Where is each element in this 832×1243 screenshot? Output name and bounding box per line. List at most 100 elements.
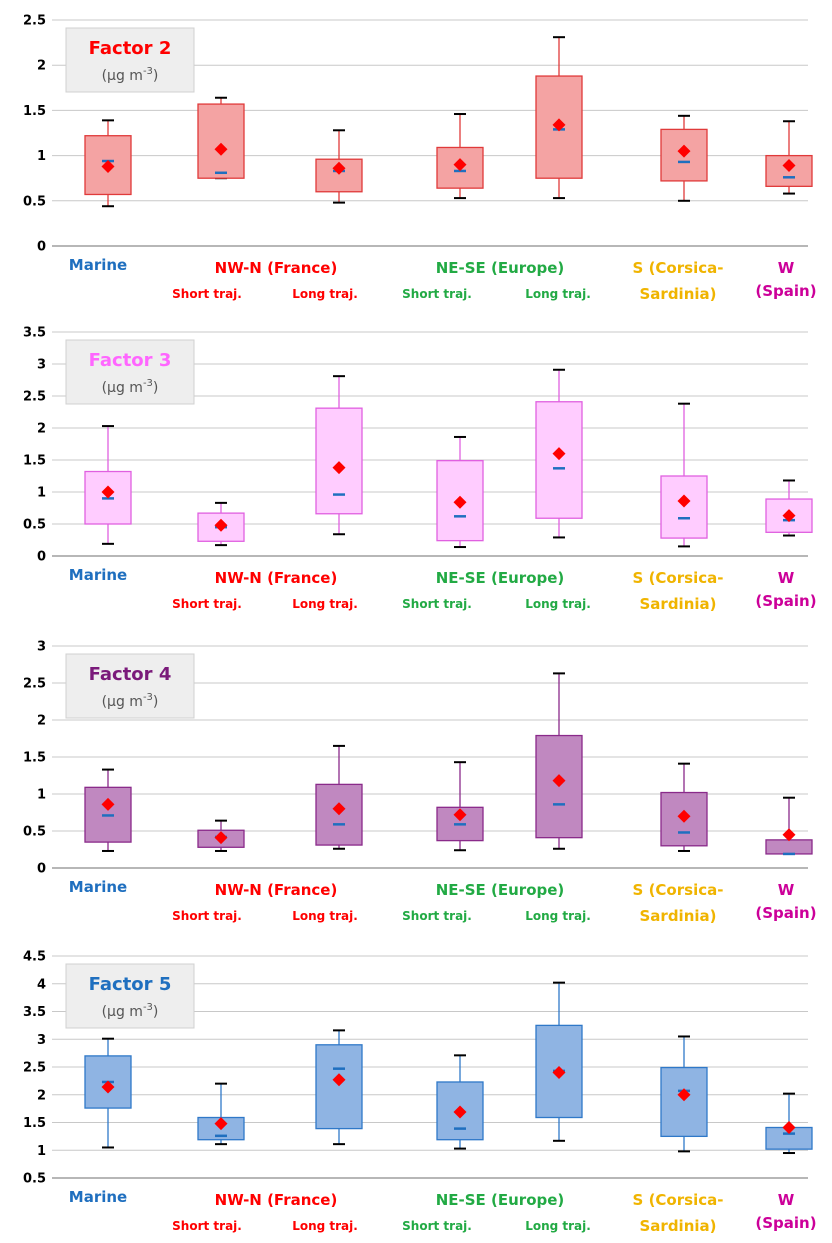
box-4 [436,435,484,549]
label-corsica-line1: S (Corsica- [633,569,724,587]
unit-exponent: -3 [143,378,153,389]
chart-panel-2: 0 0.5 1 1.5 2 2.5 3 3.5 Factor 3 (µg m-3) Marine NW… [23,326,817,614]
mean-marker [101,159,115,173]
box-4 [436,761,484,852]
box-iqr [197,103,245,179]
factor-title: Factor 5 [89,974,172,995]
factor-title-box: Factor 2 (µg m-3) [65,27,195,93]
mean-marker [332,802,346,816]
unit-suffix: ) [153,694,158,710]
y-tick-label: 3 [37,640,46,655]
mean-marker [552,774,566,788]
box-6 [660,1035,708,1153]
chart-panel-1: 0 0.5 1 1.5 2 2.5 Factor 2 (µg m-3) Marine NW-N (… [23,14,817,304]
mean-marker [552,1066,566,1080]
label-corsica-line1: S (Corsica- [633,1191,724,1209]
y-tick-label: 2.5 [23,1061,46,1076]
y-tick-label: 1 [37,149,46,164]
box-iqr [535,75,583,179]
label-nw-n-france: NW-N (France) [215,1191,338,1209]
box-7 [765,479,813,537]
y-tick-label: 1 [37,486,46,501]
mean-marker [677,494,691,508]
y-tick-label: 1 [37,788,46,803]
y-tick-label: 2 [37,1088,46,1103]
y-tick-label: 2 [37,422,46,437]
box-4 [436,113,484,200]
unit-prefix: (µg m [102,1004,143,1020]
mean-marker [214,831,228,845]
category-labels: Marine NW-N (France) NE-SE (Europe) S (Cors… [69,256,817,303]
mean-marker [677,144,691,158]
y-tick-label: 1.5 [23,1116,46,1131]
y-tick-label: 0.5 [23,825,46,840]
mean-marker [677,1088,691,1102]
category-labels: Marine NW-N (France) NE-SE (Europe) S (Cors… [69,878,817,925]
y-tick-label: 3 [37,358,46,373]
factor-title: Factor 4 [89,664,172,685]
label-nw-n-france: NW-N (France) [215,881,338,899]
mean-marker [782,159,796,173]
box-5 [535,36,583,200]
label-ne-se-europe: NE-SE (Europe) [436,881,565,899]
label-france-short-traj: Short traj. [172,597,242,611]
label-corsica-line2: Sardinia) [640,907,717,925]
category-labels: Marine NW-N (France) NE-SE (Europe) S (Cors… [69,1188,817,1235]
factor-title-box: Factor 5 (µg m-3) [65,963,195,1029]
label-spain-line2: (Spain) [755,1214,816,1232]
factor-title-box: Factor 4 (µg m-3) [65,653,195,719]
y-tick-label: 4 [37,977,46,992]
box-2 [197,819,245,852]
label-france-long-traj: Long traj. [292,597,358,611]
y-tick-label: 1.5 [23,454,46,469]
y-tick-label: 0 [37,550,46,565]
y-tick-label: 1.5 [23,104,46,119]
label-ne-se-europe: NE-SE (Europe) [436,259,565,277]
unit-suffix: ) [153,1004,158,1020]
mean-marker [214,142,228,156]
unit-prefix: (µg m [102,694,143,710]
box-5 [535,981,583,1142]
mean-marker [101,485,115,499]
factor-title-box: Factor 3 (µg m-3) [65,339,195,405]
box-7 [765,1092,813,1155]
mean-marker [332,1073,346,1087]
label-spain-line1: W [778,259,795,277]
label-corsica-line1: S (Corsica- [633,881,724,899]
box-6 [660,114,708,202]
unit-exponent: -3 [143,692,153,703]
label-europe-long-traj: Long traj. [525,287,591,301]
label-europe-short-traj: Short traj. [402,909,472,923]
label-corsica-line1: S (Corsica- [633,259,724,277]
label-spain-line2: (Spain) [755,904,816,922]
box-iqr [315,1044,363,1130]
label-europe-short-traj: Short traj. [402,1219,472,1233]
label-spain-line2: (Spain) [755,282,816,300]
box-iqr [660,1066,708,1138]
mean-marker [552,118,566,132]
factor-unit: (µg m-3) [102,692,159,710]
factor-unit: (µg m-3) [102,66,159,84]
label-france-long-traj: Long traj. [292,1219,358,1233]
label-spain-line1: W [778,569,795,587]
y-tick-label: 0.5 [23,194,46,209]
box-iqr [660,475,708,539]
label-marine: Marine [69,566,127,584]
box-7 [765,120,813,195]
y-tick-label: 2 [37,714,46,729]
box-2 [197,501,245,547]
box-6 [660,762,708,852]
label-france-short-traj: Short traj. [172,1219,242,1233]
mean-marker [782,509,796,523]
label-corsica-line2: Sardinia) [640,285,717,303]
mean-marker [453,495,467,509]
box-3 [315,375,363,536]
label-corsica-line2: Sardinia) [640,1217,717,1235]
label-europe-short-traj: Short traj. [402,287,472,301]
mean-marker [453,158,467,172]
factor-unit: (µg m-3) [102,1002,159,1020]
mean-marker [214,518,228,532]
label-europe-long-traj: Long traj. [525,1219,591,1233]
mean-marker [677,809,691,823]
mean-marker [453,808,467,822]
